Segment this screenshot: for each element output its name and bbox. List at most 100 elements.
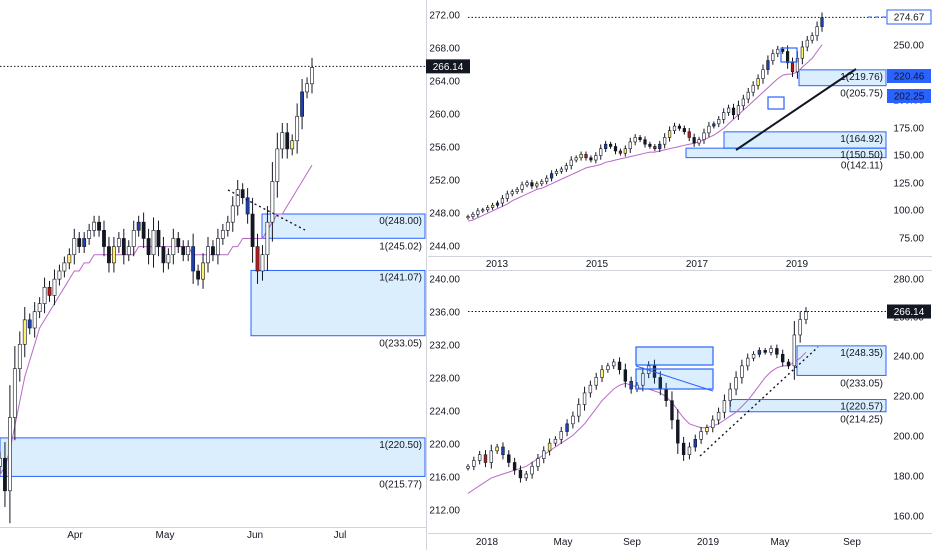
fib-zone (0, 437, 426, 477)
zone-bottom-label: 0(205.75) (840, 89, 883, 100)
candle-body (486, 207, 490, 211)
candle-body (553, 438, 558, 444)
candle-body (260, 254, 265, 272)
y-tick-label: 224.00 (429, 407, 460, 418)
candle-body (717, 119, 721, 125)
candle-body (181, 246, 186, 256)
last-price-tag (426, 59, 470, 74)
candle-body (676, 419, 680, 444)
candle-body (211, 246, 215, 256)
candle-body (600, 369, 604, 378)
y-tick-label: 216.00 (429, 473, 460, 484)
candle-body (726, 107, 731, 113)
candle-body (201, 262, 205, 280)
candle-body (57, 270, 62, 280)
candle-body (27, 319, 32, 329)
candle-body (530, 182, 534, 187)
candle-body (121, 238, 126, 256)
chart-panel-bottom-right: 1(248.35) 0(233.05) 1(220.57) 0(214.25) 280.… (466, 275, 931, 548)
candle-body (191, 246, 196, 272)
drawing-line (635, 365, 714, 392)
candle-body (545, 177, 549, 182)
candle-body (300, 91, 304, 117)
y-tick-label: 125.00 (893, 179, 924, 190)
candle-body (810, 35, 814, 41)
candle-body (102, 230, 106, 247)
candle-body (515, 189, 519, 192)
y-tick-label: 212.00 (429, 506, 460, 517)
x-tick-label: 2017 (686, 259, 709, 270)
candle-body (746, 91, 750, 100)
candle-body (751, 353, 756, 359)
price-tag (887, 69, 931, 83)
candle-body (763, 350, 767, 353)
candle-body (136, 221, 141, 231)
y-tick-label: 240.00 (429, 275, 460, 286)
candle-body (500, 198, 505, 204)
candle-body (536, 458, 540, 467)
drawing-box (780, 47, 798, 63)
y-tick-label: 160.00 (893, 512, 924, 523)
x-tick-label: 2019 (786, 259, 809, 270)
y-tick-label: 180.00 (893, 472, 924, 483)
zone-top-label: 1(241.07) (379, 272, 422, 283)
candle-body (47, 286, 52, 296)
candle-body (77, 238, 82, 247)
candle-body (594, 155, 598, 161)
y-tick-label: 150.00 (893, 151, 924, 162)
candle-body (490, 204, 495, 208)
y-tick-label: 250.00 (893, 41, 924, 52)
candle-body (82, 238, 87, 247)
candle-body (107, 246, 111, 264)
candle-body (220, 230, 225, 239)
candle-body (815, 26, 819, 36)
candle-body (604, 143, 608, 150)
candle-body (92, 221, 96, 231)
candle-body (571, 415, 575, 425)
candle-body (769, 348, 773, 353)
candle-body (265, 221, 270, 256)
candle-body (606, 365, 610, 371)
candle-body (629, 381, 633, 390)
price-tag-label: 202.25 (894, 92, 925, 103)
candle-body (757, 350, 762, 355)
fib-zone (685, 147, 887, 159)
candle-body (489, 450, 494, 463)
candle-body (736, 105, 741, 116)
candle-body (785, 51, 790, 64)
candle-body (761, 69, 765, 79)
y-tick-label: 268.00 (429, 44, 460, 55)
candle-body (305, 83, 309, 93)
candle-body (32, 311, 37, 329)
candle-body (584, 154, 588, 159)
x-tick-label: Sep (623, 537, 641, 548)
candle-body (653, 146, 657, 150)
zone-bottom-label: 0(142.11) (841, 161, 883, 172)
candle-body (280, 132, 285, 150)
candle-body (805, 39, 809, 48)
y-tick-label: 260.00 (429, 110, 460, 121)
candle-body (790, 62, 795, 73)
y-tick-label: 256.00 (429, 143, 460, 154)
candle-body (638, 137, 642, 140)
candle-body (12, 368, 17, 418)
candle-body (658, 143, 662, 150)
candle-body (800, 46, 804, 59)
candle-body (792, 334, 797, 367)
candle-body (52, 278, 57, 296)
candle-body (798, 319, 802, 336)
candle-body (741, 98, 745, 107)
candle-body (549, 173, 554, 179)
last-price-label: 266.14 (433, 62, 464, 73)
candle-body (740, 365, 744, 378)
candle-body (285, 132, 290, 150)
x-tick-label: May (156, 530, 175, 541)
candle-body (0, 457, 2, 467)
candle-body (692, 137, 696, 144)
candle-body (126, 246, 131, 256)
candle-body (245, 197, 250, 215)
candle-body (641, 373, 645, 386)
y-tick-label: 236.00 (429, 308, 460, 319)
candle-body (670, 400, 674, 421)
